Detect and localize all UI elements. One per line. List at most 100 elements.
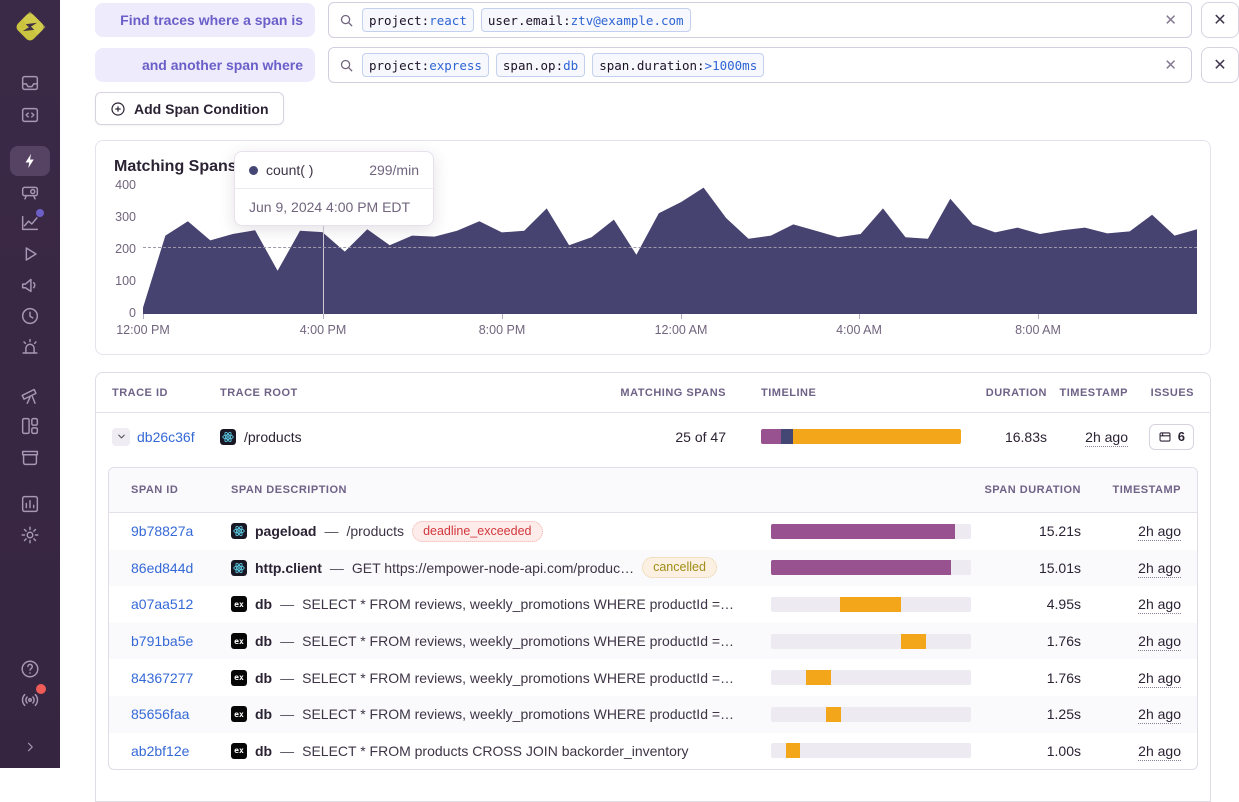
span-row[interactable]: 84367277 ex db — SELECT * FROM reviews, … [109, 659, 1197, 696]
area-chart[interactable] [143, 186, 1197, 314]
delete-condition-button[interactable]: ✕ [1201, 47, 1239, 83]
span-row[interactable]: 9b78827a pageload — /products deadline_e… [109, 513, 1197, 550]
col-span-timestamp: TIMESTAMP [1112, 484, 1181, 496]
sidebar-item-dashboards[interactable] [18, 414, 42, 438]
span-table: SPAN ID SPAN DESCRIPTION SPAN DURATION T… [108, 467, 1198, 771]
x-axis-tickmark [1038, 314, 1039, 319]
span-id-link[interactable]: 86ed844d [131, 559, 194, 576]
issues-icon [1159, 431, 1171, 442]
span-description: SELECT * FROM reviews, weekly_promotions… [302, 706, 735, 723]
span-description: /products [346, 523, 405, 540]
sidebar-item-feedback[interactable] [18, 273, 42, 297]
filter-token[interactable]: span.duration: >1000ms [592, 53, 765, 77]
sidebar-item-alerts[interactable] [18, 335, 42, 359]
x-axis-tickmark [323, 314, 324, 319]
issues-button[interactable]: 6 [1148, 423, 1194, 450]
trace-id-link[interactable]: db26c36f [137, 428, 195, 445]
search-icon [340, 59, 353, 72]
token-key: span.op: [502, 57, 564, 73]
x-axis-tick: 12:00 AM [654, 323, 708, 337]
search-input[interactable]: project: express span.op: db span.duration… [328, 47, 1192, 83]
delete-condition-button[interactable]: ✕ [1201, 2, 1239, 38]
span-row[interactable]: ab2bf12e ex db — SELECT * FROM products … [109, 733, 1197, 770]
clear-search-icon[interactable]: ✕ [1164, 12, 1177, 29]
token-key: user.email: [487, 12, 571, 28]
span-timestamp[interactable]: 2h ago [1138, 559, 1181, 578]
chevron-down-icon[interactable] [112, 427, 130, 446]
span-id-link[interactable]: 85656faa [131, 706, 190, 723]
sidebar-item-settings[interactable] [18, 523, 42, 547]
span-duration-bar [771, 596, 971, 612]
sidebar-item-stats[interactable] [18, 492, 42, 516]
span-row[interactable]: 85656faa ex db — SELECT * FROM reviews, … [109, 695, 1197, 733]
span-id-link[interactable]: a07aa512 [131, 596, 194, 613]
clear-search-icon[interactable]: ✕ [1164, 57, 1177, 74]
separator: — [280, 596, 295, 613]
sentry-logo-icon[interactable] [13, 10, 47, 44]
express-icon: ex [231, 706, 247, 723]
span-row[interactable]: a07aa512 ex db — SELECT * FROM reviews, … [109, 586, 1197, 623]
status-badge: cancelled [642, 557, 717, 579]
matching-spans-chart-panel: Matching Spans 400 300 200 100 0 12:00 P… [95, 140, 1211, 355]
sidebar-item-projects[interactable] [18, 103, 42, 127]
span-timestamp[interactable]: 2h ago [1138, 742, 1181, 761]
span-timestamp[interactable]: 2h ago [1138, 596, 1181, 615]
sidebar-item-replays[interactable] [18, 242, 42, 266]
trace-timestamp[interactable]: 2h ago [1085, 428, 1128, 447]
filter-token[interactable]: user.email: ztv@example.com [480, 8, 691, 32]
span-table-header: SPAN ID SPAN DESCRIPTION SPAN DURATION T… [109, 468, 1197, 513]
search-input[interactable]: project: react user.email: ztv@example.com… [328, 2, 1192, 38]
span-timestamp[interactable]: 2h ago [1138, 633, 1181, 652]
add-span-condition-label: Add Span Condition [134, 100, 269, 117]
matching-spans-count: 25 of 47 [675, 428, 726, 445]
tooltip-series-name: count( ) [266, 162, 314, 178]
col-timestamp: TIMESTAMP [1059, 386, 1128, 399]
timeline-segment [781, 429, 793, 444]
search-icon [340, 14, 353, 27]
span-row[interactable]: 86ed844d http.client — GET https://empow… [109, 549, 1197, 587]
trace-row[interactable]: db26c36f /products 25 of 47 16.83s 2h ag… [96, 413, 1210, 460]
tooltip-series-value: 299/min [369, 162, 419, 178]
span-op: db [255, 706, 273, 723]
separator: — [280, 633, 295, 650]
trace-table: TRACE ID TRACE ROOT MATCHING SPANS TIMEL… [95, 372, 1211, 802]
sidebar-item-releases[interactable] [18, 445, 42, 469]
span-timestamp[interactable]: 2h ago [1138, 669, 1181, 688]
span-op: db [255, 633, 273, 650]
span-timestamp[interactable]: 2h ago [1138, 523, 1181, 542]
sidebar-item-discover[interactable] [18, 383, 42, 407]
sidebar-item-profiling[interactable] [18, 180, 42, 204]
span-id-link[interactable]: 84367277 [131, 669, 194, 686]
lightning-icon [25, 153, 34, 169]
sidebar-collapse-icon[interactable] [18, 735, 42, 759]
span-duration: 1.00s [1046, 742, 1081, 759]
filter-token[interactable]: project: react [362, 8, 474, 32]
x-axis-tick: 12:00 PM [116, 323, 170, 337]
span-id-link[interactable]: b791ba5e [131, 633, 194, 650]
express-icon: ex [231, 596, 247, 613]
span-id-link[interactable]: ab2bf12e [131, 742, 190, 759]
span-row[interactable]: b791ba5e ex db — SELECT * FROM reviews, … [109, 622, 1197, 660]
span-duration-bar [771, 560, 971, 576]
react-icon [231, 523, 247, 540]
query-row-label: Find traces where a span is [95, 3, 315, 37]
sidebar-item-metrics[interactable] [18, 209, 44, 235]
filter-token[interactable]: span.op: db [495, 53, 586, 77]
col-issues: ISSUES [1150, 386, 1194, 399]
add-span-condition-button[interactable]: Add Span Condition [95, 92, 284, 125]
sidebar-item-traces-active[interactable] [10, 146, 50, 176]
filter-token[interactable]: project: express [362, 53, 489, 77]
token-key: project: [369, 57, 430, 73]
y-axis-tick: 100 [115, 274, 136, 288]
span-id-link[interactable]: 9b78827a [131, 523, 194, 540]
help-icon[interactable] [18, 657, 42, 681]
whats-new-icon[interactable] [18, 684, 46, 712]
span-description: SELECT * FROM reviews, weekly_promotions… [302, 633, 735, 650]
sidebar-item-crons[interactable] [18, 304, 42, 328]
token-key: span.duration: [599, 57, 705, 73]
x-axis-tickmark [502, 314, 503, 319]
span-timestamp[interactable]: 2h ago [1138, 706, 1181, 725]
sidebar-item-issues[interactable] [18, 71, 42, 95]
span-duration-bar [771, 670, 971, 686]
span-description: SELECT * FROM products CROSS JOIN backor… [302, 742, 689, 759]
